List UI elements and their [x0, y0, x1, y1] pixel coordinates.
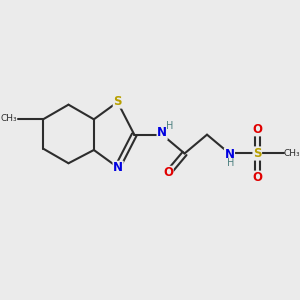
Text: O: O: [163, 166, 173, 179]
Text: CH₃: CH₃: [1, 114, 18, 123]
Text: N: N: [157, 127, 167, 140]
Text: N: N: [113, 161, 123, 174]
Text: O: O: [252, 123, 262, 136]
Text: CH₃: CH₃: [284, 149, 300, 158]
Text: S: S: [113, 95, 122, 108]
Text: H: H: [227, 158, 235, 168]
Text: S: S: [253, 147, 262, 160]
Text: N: N: [224, 148, 235, 161]
Text: H: H: [166, 121, 174, 131]
Text: O: O: [252, 171, 262, 184]
